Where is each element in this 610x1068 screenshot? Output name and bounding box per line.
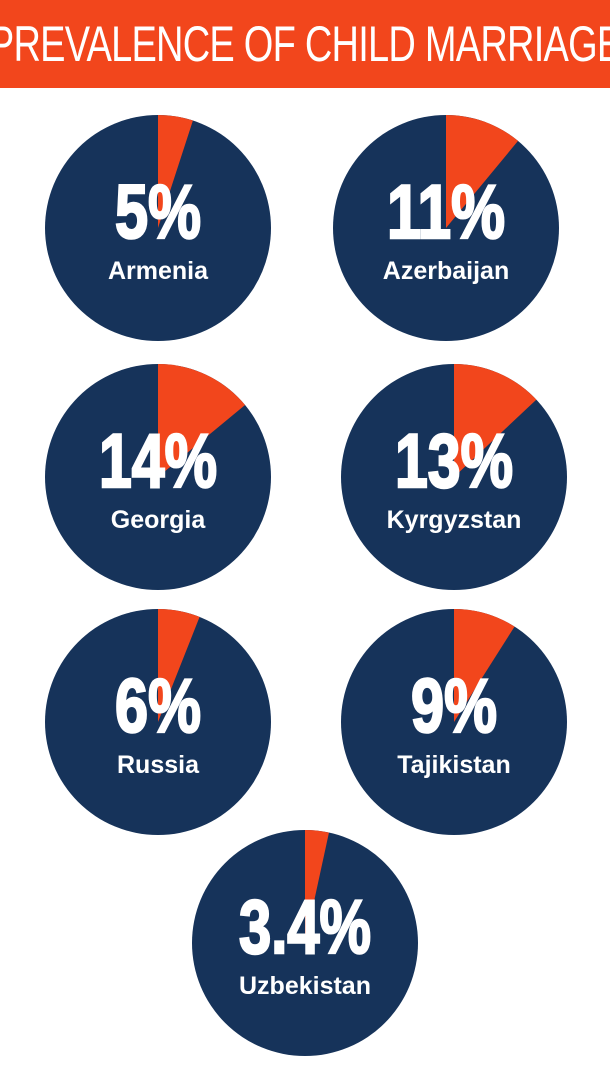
pie-slice-uzbekistan xyxy=(305,830,329,943)
percentage-label: 5% xyxy=(115,170,201,255)
pie-slice-armenia xyxy=(158,115,193,228)
percentage-label: 6% xyxy=(115,664,201,749)
pie-slice-russia xyxy=(158,609,200,722)
pie-slice-azerbaijan xyxy=(446,115,519,228)
pie-slice-georgia xyxy=(158,364,246,477)
country-label: Azerbaijan xyxy=(383,257,509,285)
country-label: Georgia xyxy=(111,506,207,534)
pie-armenia: 5%Armenia xyxy=(45,115,271,341)
header-banner: PREVALENCE OF CHILD MARRIAGE xyxy=(0,0,610,88)
pie-azerbaijan: 11%Azerbaijan xyxy=(333,115,559,341)
pie-georgia: 14%Georgia xyxy=(45,364,271,590)
country-label: Kyrgyzstan xyxy=(387,506,522,534)
pie-slice-kyrgyzstan xyxy=(454,364,537,477)
country-label: Tajikistan xyxy=(397,751,510,779)
percentage-label: 3.4% xyxy=(239,885,371,970)
pie-uzbekistan: 3.4%Uzbekistan xyxy=(192,830,418,1056)
chart-title: PREVALENCE OF CHILD MARRIAGE xyxy=(0,16,610,72)
pie-kyrgyzstan: 13%Kyrgyzstan xyxy=(341,364,567,590)
country-label: Uzbekistan xyxy=(239,972,371,1000)
pie-russia: 6%Russia xyxy=(45,609,271,835)
country-label: Russia xyxy=(117,751,200,779)
percentage-label: 11% xyxy=(387,170,505,255)
percentage-label: 13% xyxy=(395,419,513,504)
country-label: Armenia xyxy=(108,257,209,285)
pie-tajikistan: 9%Tajikistan xyxy=(341,609,567,835)
percentage-label: 9% xyxy=(411,664,497,749)
pie-slice-tajikistan xyxy=(454,609,515,722)
percentage-label: 14% xyxy=(99,419,217,504)
